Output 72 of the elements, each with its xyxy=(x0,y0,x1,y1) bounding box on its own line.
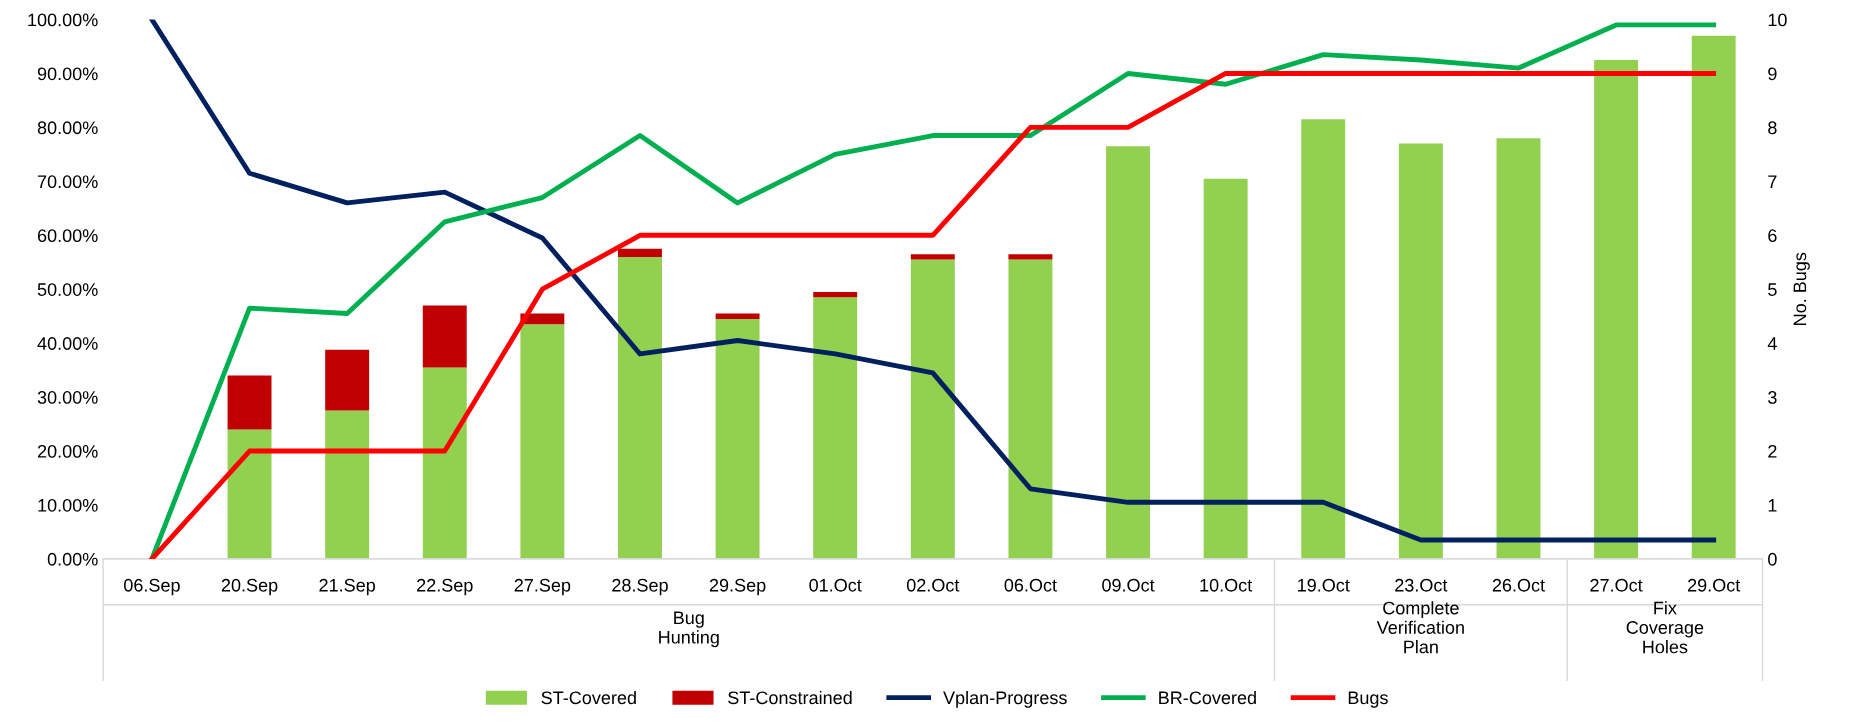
bar xyxy=(1691,35,1736,559)
y-tick-label: 40.00% xyxy=(37,337,98,350)
x-tick-label: 02.Oct xyxy=(906,578,960,592)
x-tick-label: 09.Oct xyxy=(1102,578,1155,592)
bar xyxy=(813,291,858,298)
legend-label: BR-Covered xyxy=(1159,690,1256,705)
text: Bug Hunting xyxy=(659,611,719,648)
legend-label: Vplan-Progress xyxy=(943,690,1067,708)
x-tick-label: 26.Oct xyxy=(1492,578,1545,592)
y2-tick-label: 2 xyxy=(1768,444,1777,458)
y-tick-label: 80.00% xyxy=(37,121,98,135)
bar xyxy=(520,324,565,559)
bar xyxy=(618,256,662,559)
x-tick-label: 10.Oct xyxy=(1200,578,1253,592)
y2-tick-label: 4 xyxy=(1767,337,1777,350)
bar xyxy=(1008,259,1053,559)
y2-tick-label: 5 xyxy=(1768,283,1777,296)
y2-tick-label: 0 xyxy=(1768,552,1777,566)
y2-tick-label: 10 xyxy=(1768,13,1787,27)
x-tick-label: 01.Oct xyxy=(809,578,862,592)
bar xyxy=(1496,138,1541,559)
y-tick-label: 10.00% xyxy=(38,498,98,512)
bar xyxy=(227,375,272,430)
x-tick-label: 27.Sep xyxy=(514,578,571,596)
y-tick-label: 20.00% xyxy=(37,444,98,458)
x-tick-label: 29.Oct xyxy=(1688,578,1741,592)
bar xyxy=(715,313,760,319)
text: Complete Verification Plan xyxy=(1376,601,1464,654)
legend-label: Bugs xyxy=(1348,691,1388,708)
bar xyxy=(1594,60,1639,559)
x-tick-label: 06.Sep xyxy=(124,578,180,596)
y-tick-label: 60.00% xyxy=(37,229,98,243)
bar xyxy=(422,367,467,559)
x-tick-label: 21.Sep xyxy=(319,578,376,596)
y2-axis-title: No. Bugs xyxy=(1793,252,1810,325)
bar xyxy=(715,318,760,559)
bar xyxy=(1398,143,1443,559)
bar xyxy=(618,248,662,257)
y-tick-label: 100.00% xyxy=(28,13,98,27)
y-tick-label: 50.00% xyxy=(37,283,98,296)
y2-tick-label: 6 xyxy=(1768,229,1777,243)
legend-label: ST-Constrained xyxy=(728,690,852,705)
x-tick-label: 19.Oct xyxy=(1298,578,1350,592)
x-tick-label: 27.Oct xyxy=(1590,578,1643,592)
bar xyxy=(1203,178,1248,559)
x-tick-label: 29.Sep xyxy=(709,578,766,596)
x-tick-label: 22.Sep xyxy=(417,578,473,596)
bar xyxy=(1106,146,1150,559)
text: Fix Coverage Holes xyxy=(1626,601,1704,654)
bar xyxy=(1008,254,1053,260)
y-tick-label: 90.00% xyxy=(37,67,98,81)
bar xyxy=(422,305,467,368)
bar xyxy=(910,254,955,260)
bar xyxy=(1301,119,1346,559)
x-tick-label: 20.Sep xyxy=(221,578,278,596)
x-tick-label: 06.Oct xyxy=(1004,578,1057,592)
x-tick-label: 28.Sep xyxy=(612,578,668,596)
y2-tick-label: 1 xyxy=(1768,499,1777,512)
y2-tick-label: 3 xyxy=(1768,391,1777,404)
bar xyxy=(325,349,370,411)
bar xyxy=(227,429,272,559)
bar xyxy=(325,410,370,559)
bar xyxy=(910,259,955,559)
y-tick-label: 0.00% xyxy=(47,552,98,566)
bar xyxy=(813,297,858,559)
y2-tick-label: 9 xyxy=(1768,67,1777,81)
y-tick-label: 70.00% xyxy=(37,175,98,189)
x-tick-label: 23.Oct xyxy=(1395,578,1448,592)
y2-tick-label: 7 xyxy=(1768,175,1777,188)
y2-tick-label: 8 xyxy=(1768,121,1777,135)
y-tick-label: 30.00% xyxy=(37,391,98,404)
legend-label: ST-Covered xyxy=(541,690,636,705)
